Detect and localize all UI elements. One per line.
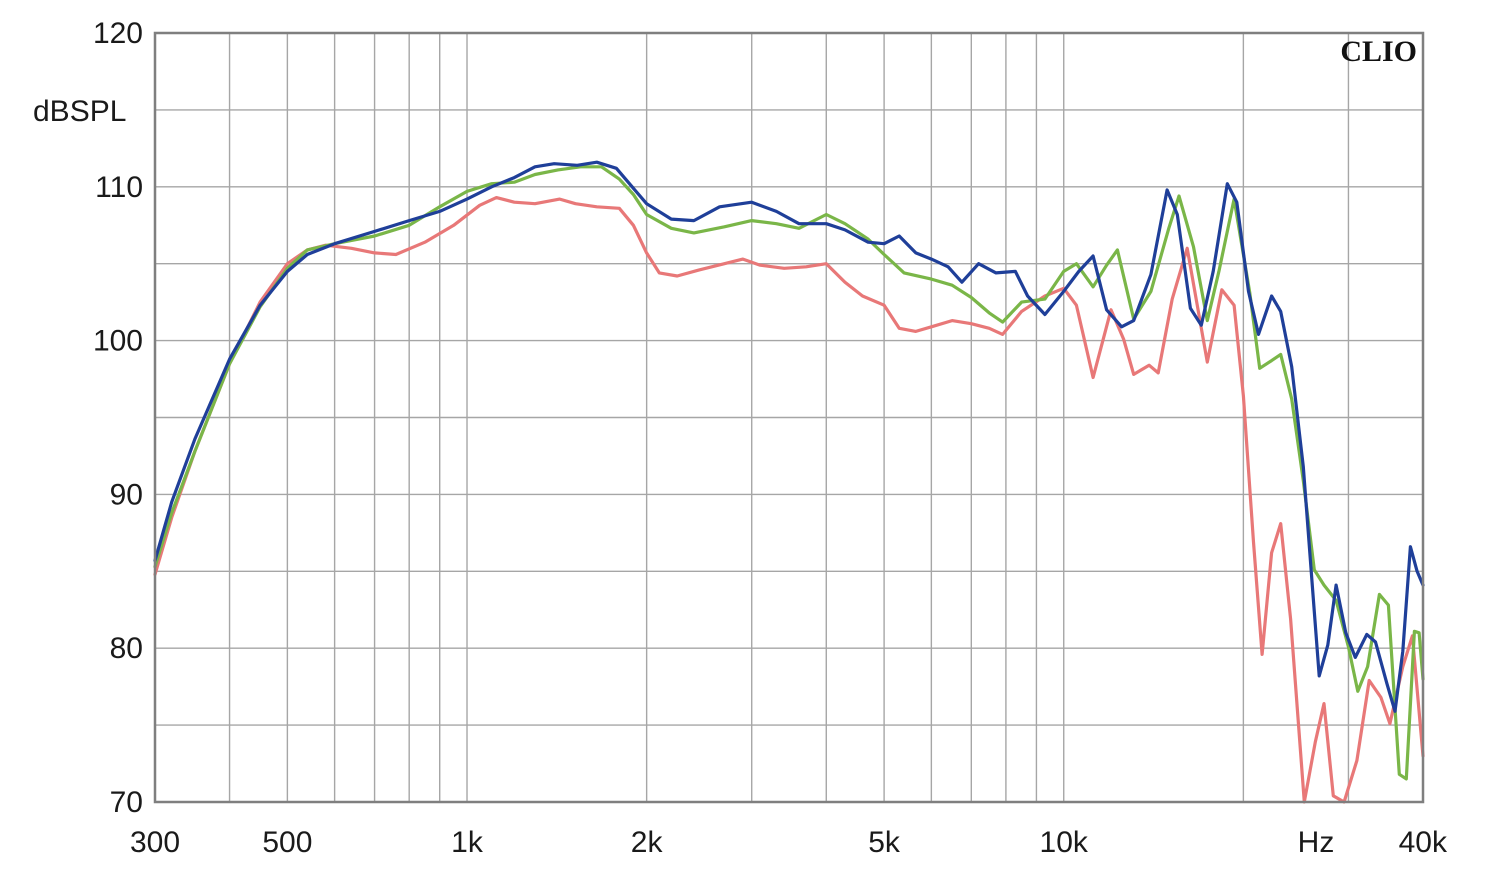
series-line-2: [153, 165, 1425, 781]
y-axis-unit-label: dBSPL: [33, 95, 126, 128]
x-tick-label: 500: [262, 826, 312, 859]
y-axis-tick-labels: 120 110 100 90 80 70: [93, 17, 143, 819]
series-line-1: [153, 196, 1425, 804]
x-tick-label: 300: [130, 826, 180, 859]
y-tick-label: 80: [110, 632, 143, 665]
x-axis-unit-label: Hz: [1298, 826, 1335, 859]
y-tick-label: 100: [93, 325, 143, 358]
plot-frame: [153, 31, 1425, 804]
y-tick-label: 90: [110, 478, 143, 511]
brand-logo-text: CLIO: [1340, 35, 1417, 68]
x-tick-label: 5k: [868, 826, 901, 859]
x-tick-label: 40k: [1399, 826, 1448, 859]
y-tick-label: 120: [93, 17, 143, 50]
series-line-3: [153, 160, 1425, 713]
x-tick-label: 2k: [631, 826, 664, 859]
x-tick-label: 1k: [451, 826, 484, 859]
y-tick-label: 70: [110, 786, 143, 819]
y-tick-label: 110: [95, 171, 143, 204]
x-axis-tick-labels: 300 500 1k 2k 5k 10k 40k: [130, 826, 1448, 859]
x-tick-label: 10k: [1040, 826, 1089, 859]
series-lines: [153, 160, 1425, 804]
